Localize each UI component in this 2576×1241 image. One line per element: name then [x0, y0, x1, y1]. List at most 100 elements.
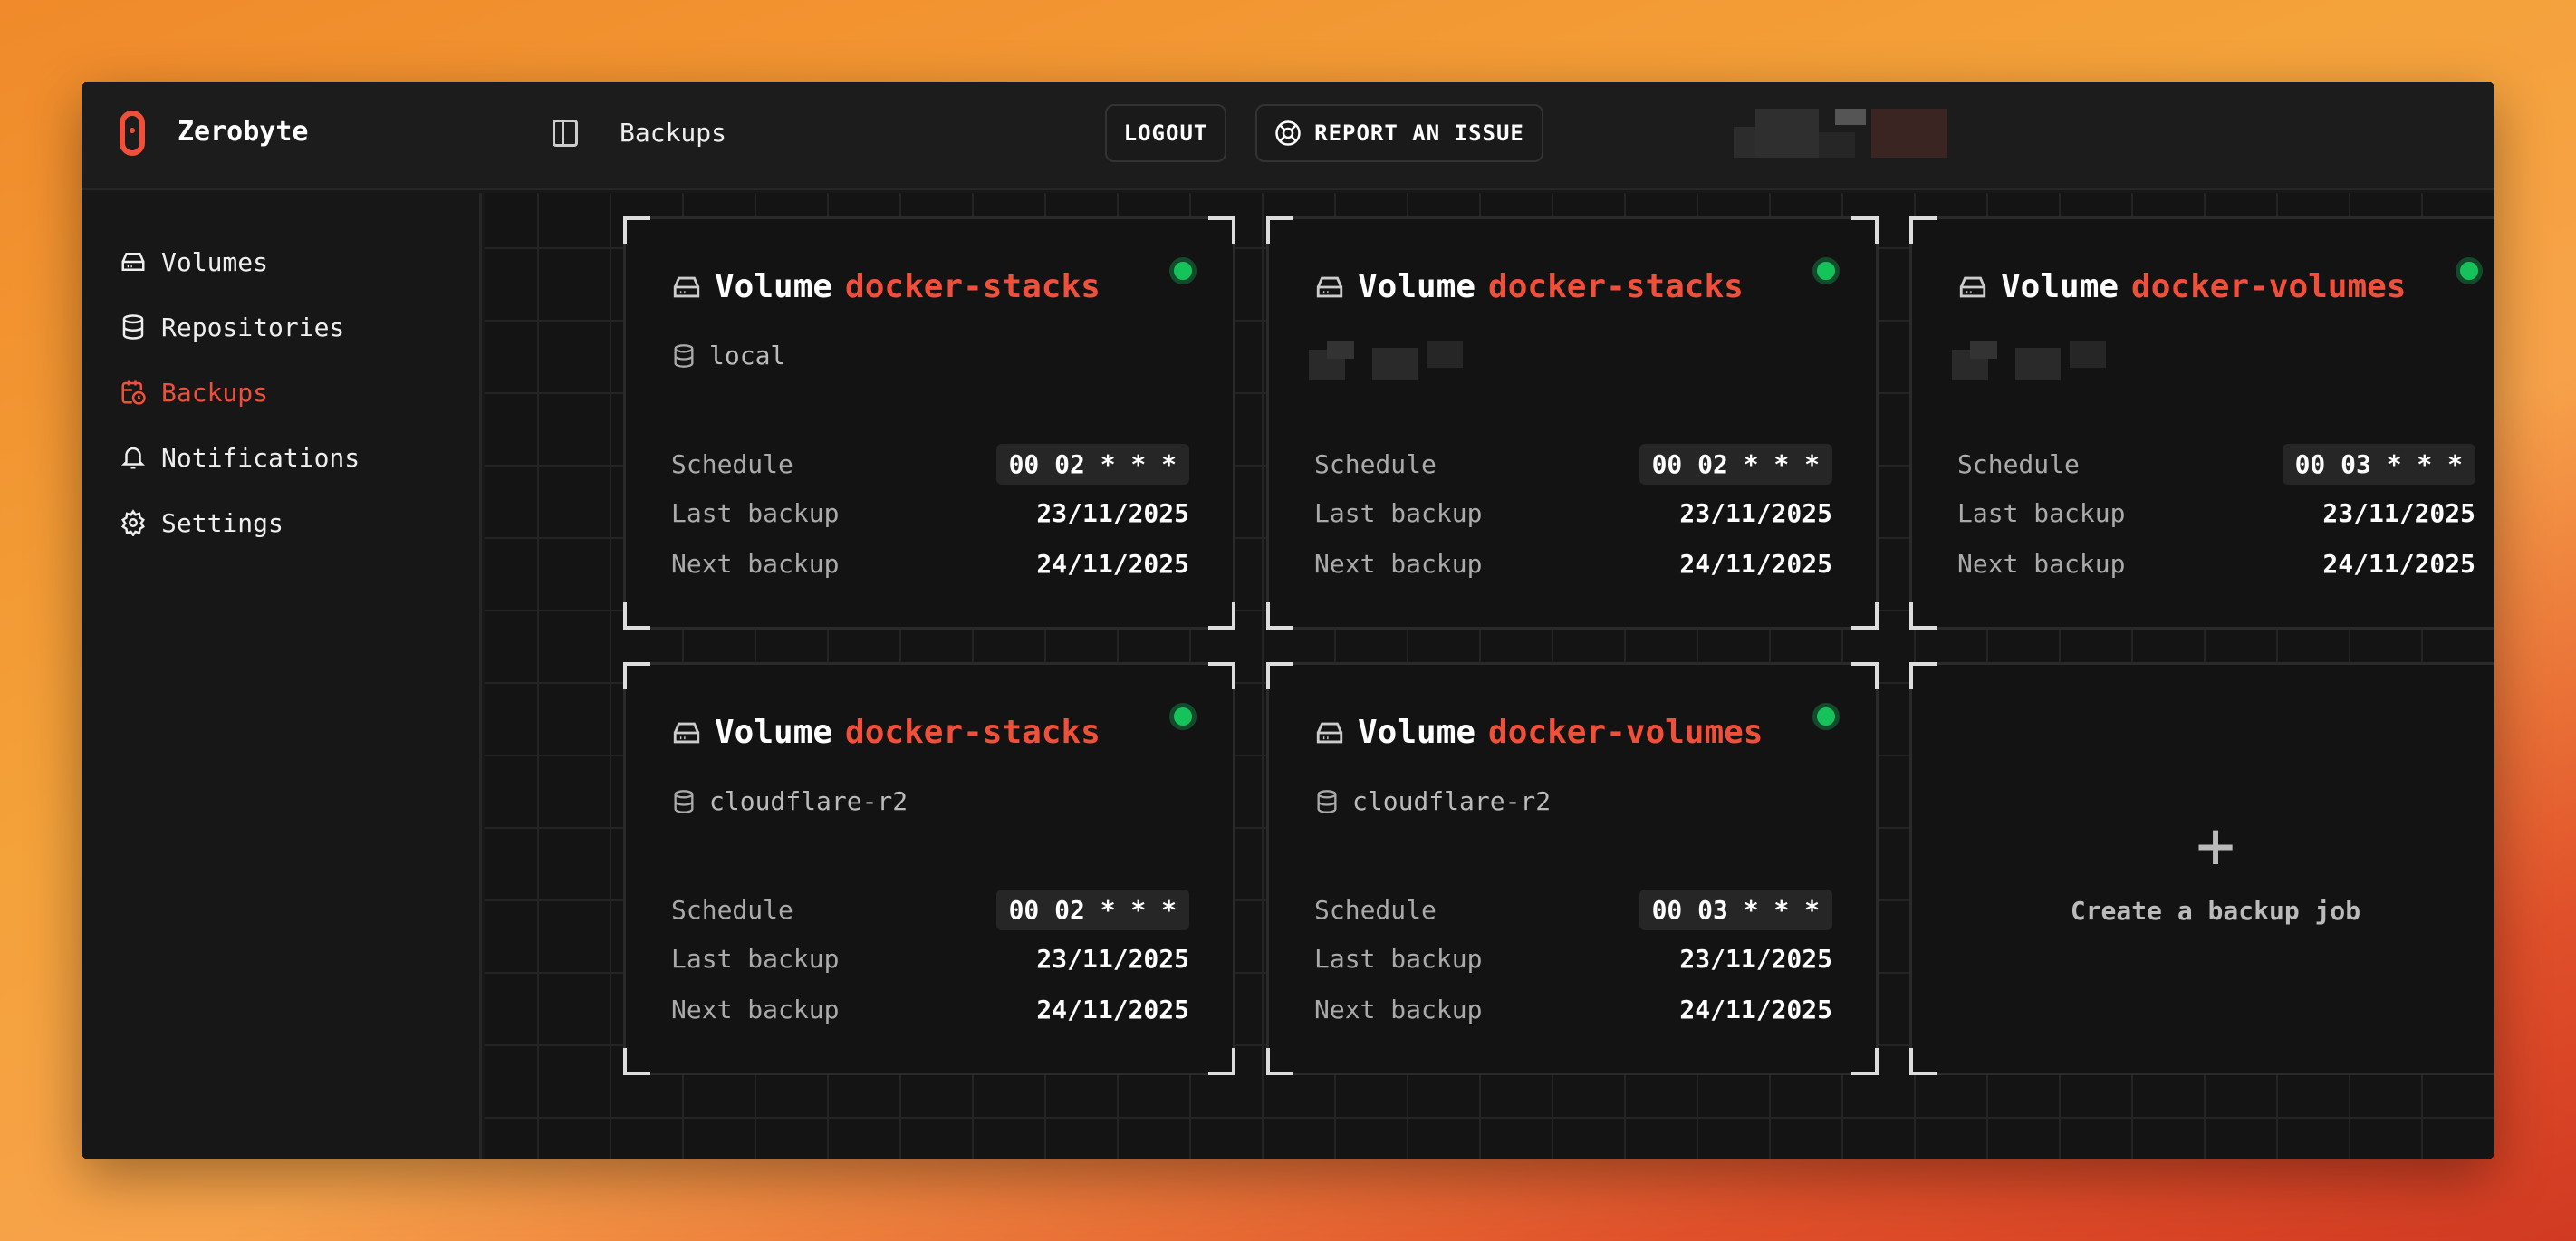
schedule-row: Schedule 00 02 * * * [671, 444, 1189, 485]
card-title: Volume docker-volumes [1957, 268, 2406, 305]
report-issue-button[interactable]: REPORT AN ISSUE [1255, 104, 1543, 162]
last-backup-row: Last backup 23/11/2025 [1314, 944, 1832, 974]
next-backup-value: 24/11/2025 [2322, 549, 2475, 579]
repository: cloudflare-r2 [671, 786, 908, 816]
database-icon [1317, 789, 1337, 813]
repository-name: cloudflare-r2 [1352, 786, 1552, 816]
hard-drive-icon [673, 722, 700, 743]
volume-label: Volume [1358, 714, 1476, 751]
sidebar-item-backups[interactable]: Backups [82, 360, 479, 425]
hard-drive-icon [1316, 276, 1343, 297]
hard-drive-icon [673, 276, 700, 297]
volume-name: docker-volumes [1488, 714, 1764, 751]
status-indicator [1169, 703, 1197, 730]
volume-name: docker-stacks [1488, 268, 1744, 305]
next-backup-label: Next backup [1957, 549, 2126, 579]
next-backup-label: Next backup [671, 995, 840, 1025]
sidebar-item-volumes[interactable]: Volumes [82, 229, 479, 294]
hard-drive-icon [1959, 276, 1986, 297]
backups-grid: Volume docker-stacks local Schedule 00 02… [485, 193, 2494, 1159]
redacted-repository [1952, 341, 2106, 380]
volume-label: Volume [2001, 268, 2119, 305]
database-icon [674, 789, 694, 813]
plus-icon: + [2196, 806, 2235, 883]
status-indicator [1169, 257, 1197, 284]
next-backup-label: Next backup [1314, 549, 1483, 579]
hard-drive-icon [121, 253, 145, 271]
schedule-value: 00 02 * * * [995, 444, 1189, 485]
last-backup-value: 23/11/2025 [1036, 944, 1189, 974]
hard-drive-icon [1316, 722, 1343, 743]
card-title: Volume docker-stacks [671, 268, 1101, 305]
schedule-label: Schedule [1957, 449, 2080, 479]
status-indicator [2456, 257, 2483, 284]
sidebar-item-label: Repositories [161, 312, 345, 342]
next-backup-row: Next backup 24/11/2025 [1957, 549, 2475, 579]
last-backup-label: Last backup [671, 944, 840, 974]
last-backup-label: Last backup [1314, 498, 1483, 528]
backup-job-card[interactable]: Volume docker-stacks Schedule 00 02 * * *… [1266, 216, 1879, 630]
schedule-row: Schedule 00 02 * * * [671, 890, 1189, 930]
backup-job-card[interactable]: Volume docker-stacks cloudflare-r2 Sched… [623, 662, 1235, 1075]
status-indicator [1812, 703, 1840, 730]
schedule-label: Schedule [1314, 895, 1437, 925]
schedule-value: 00 02 * * * [1639, 444, 1832, 485]
next-backup-row: Next backup 24/11/2025 [671, 549, 1189, 579]
life-buoy-icon [1275, 120, 1301, 146]
app-window: Zerobyte Backups LOGOUT REPORT AN ISSUE … [82, 82, 2494, 1159]
repository-name: cloudflare-r2 [709, 786, 908, 816]
repository-name: local [709, 341, 786, 370]
schedule-row: Schedule 00 02 * * * [1314, 444, 1832, 485]
volume-name: docker-stacks [845, 268, 1101, 305]
backup-job-card[interactable]: Volume docker-volumes cloudflare-r2 Sche… [1266, 662, 1879, 1075]
card-title: Volume docker-stacks [671, 714, 1101, 751]
logout-button[interactable]: LOGOUT [1105, 104, 1226, 162]
repository [1952, 341, 2133, 391]
sidebar-item-label: Notifications [161, 442, 360, 473]
backup-job-card[interactable]: Volume docker-volumes Schedule 00 03 * * … [1909, 216, 2494, 630]
repository: cloudflare-r2 [1314, 786, 1551, 816]
repository: local [671, 341, 785, 370]
last-backup-row: Last backup 23/11/2025 [1957, 498, 2475, 528]
breadcrumb: Backups [620, 118, 727, 148]
create-backup-job-label: Create a backup job [2070, 895, 2361, 926]
next-backup-value: 24/11/2025 [1036, 549, 1189, 579]
sidebar-item-label: Volumes [161, 246, 269, 277]
card-title: Volume docker-volumes [1314, 714, 1763, 751]
next-backup-label: Next backup [671, 549, 840, 579]
gear-icon [121, 509, 145, 536]
last-backup-label: Last backup [1957, 498, 2126, 528]
header: Zerobyte Backups LOGOUT REPORT AN ISSUE [82, 82, 2494, 190]
volume-label: Volume [1358, 268, 1476, 305]
sidebar-item-repositories[interactable]: Repositories [82, 294, 479, 360]
last-backup-value: 23/11/2025 [1036, 498, 1189, 528]
schedule-row: Schedule 00 03 * * * [1957, 444, 2475, 485]
last-backup-value: 23/11/2025 [1679, 944, 1832, 974]
volume-label: Volume [715, 714, 833, 751]
sidebar-item-settings[interactable]: Settings [82, 490, 479, 555]
next-backup-value: 24/11/2025 [1679, 995, 1832, 1025]
next-backup-value: 24/11/2025 [1679, 549, 1832, 579]
schedule-row: Schedule 00 03 * * * [1314, 890, 1832, 930]
schedule-value: 00 02 * * * [995, 890, 1189, 930]
sidebar-item-notifications[interactable]: Notifications [82, 425, 479, 490]
bell-icon [120, 447, 146, 469]
schedule-value: 00 03 * * * [2282, 444, 2475, 485]
status-indicator [1812, 257, 1840, 284]
last-backup-row: Last backup 23/11/2025 [671, 498, 1189, 528]
last-backup-value: 23/11/2025 [1679, 498, 1832, 528]
next-backup-row: Next backup 24/11/2025 [671, 995, 1189, 1025]
sidebar: Volumes Repositories Backups Notificatio… [82, 193, 482, 1159]
card-title: Volume docker-stacks [1314, 268, 1744, 305]
schedule-label: Schedule [1314, 449, 1437, 479]
sidebar-toggle-icon[interactable] [553, 120, 578, 147]
sidebar-item-label: Backups [161, 377, 269, 408]
last-backup-value: 23/11/2025 [2322, 498, 2475, 528]
sidebar-item-label: Settings [161, 507, 284, 538]
database-icon [674, 343, 694, 368]
backup-job-card[interactable]: Volume docker-stacks local Schedule 00 02… [623, 216, 1235, 630]
last-backup-row: Last backup 23/11/2025 [1314, 498, 1832, 528]
schedule-value: 00 03 * * * [1639, 890, 1832, 930]
create-backup-job-button[interactable]: + Create a backup job [1909, 662, 2494, 1075]
next-backup-label: Next backup [1314, 995, 1483, 1025]
